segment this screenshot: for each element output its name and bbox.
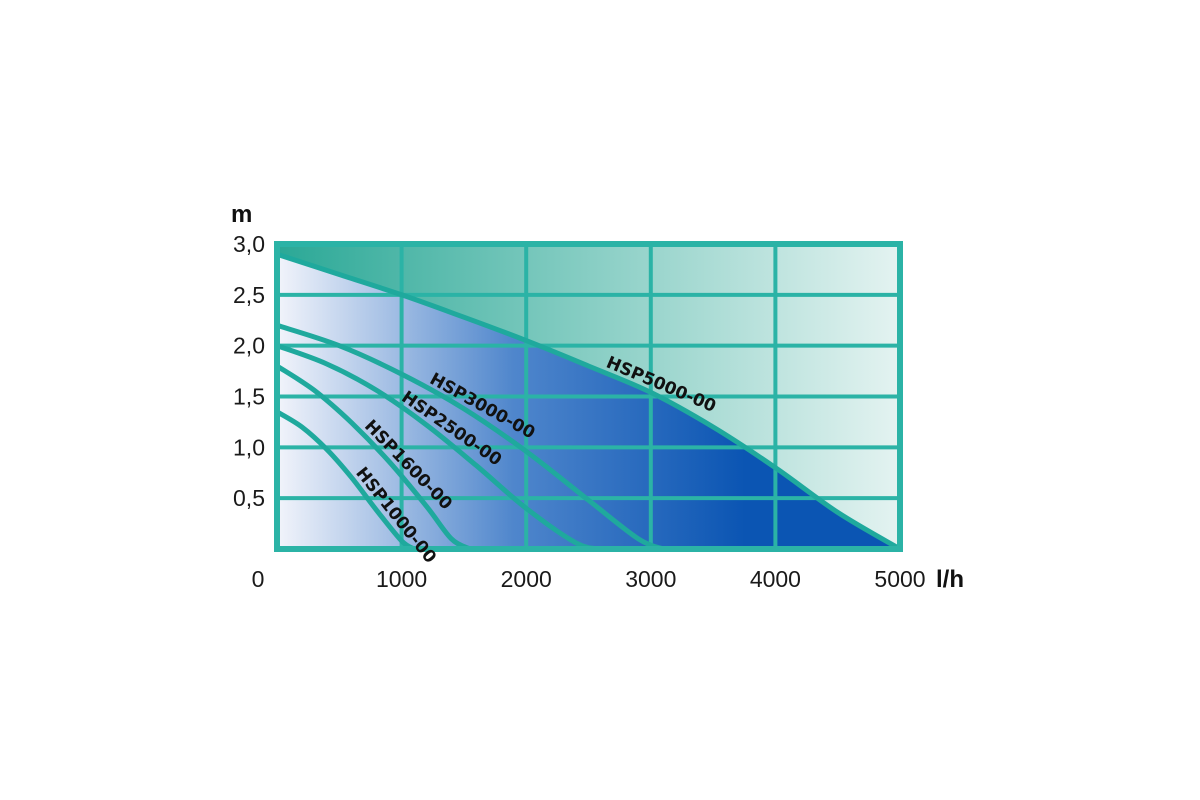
y-tick-label-3: 3,0 bbox=[233, 231, 265, 257]
x-tick-label-4000: 4000 bbox=[750, 566, 801, 592]
x-tick-labels: 1000 2000 3000 4000 5000 bbox=[376, 566, 926, 592]
x-tick-label-2000: 2000 bbox=[501, 566, 552, 592]
plot-frame bbox=[274, 241, 903, 552]
x-tick-label-3000: 3000 bbox=[625, 566, 676, 592]
operating-region-fill bbox=[277, 254, 900, 549]
y-tick-label-2-5: 2,5 bbox=[233, 282, 265, 308]
y-tick-labels: 0,5 1,0 1,5 2,0 2,5 3,0 bbox=[233, 231, 265, 511]
y-axis: m 0,5 1,0 1,5 2,0 2,5 3,0 bbox=[231, 201, 265, 511]
origin-label: 0 bbox=[252, 566, 265, 592]
plot-area bbox=[274, 241, 903, 552]
curve-hsp3000-00 bbox=[274, 322, 666, 552]
y-tick-label-0-5: 0,5 bbox=[233, 485, 265, 511]
curve-hsp2500-00 bbox=[274, 343, 604, 552]
y-tick-label-1-5: 1,5 bbox=[233, 384, 265, 410]
x-axis: 0 1000 2000 3000 4000 5000 l/h bbox=[252, 566, 964, 593]
pump-curves bbox=[274, 251, 903, 552]
x-axis-unit: l/h bbox=[936, 566, 964, 593]
y-axis-unit: m bbox=[231, 201, 252, 228]
grid-lines bbox=[277, 244, 900, 549]
curve-hsp1600-00 bbox=[274, 363, 473, 552]
y-tick-label-1: 1,0 bbox=[233, 434, 265, 460]
x-tick-label-1000: 1000 bbox=[376, 566, 427, 592]
y-tick-label-2: 2,0 bbox=[233, 333, 265, 359]
curve-hsp1000-00 bbox=[274, 409, 417, 552]
curve-hsp5000-00 bbox=[274, 251, 903, 552]
x-tick-label-5000: 5000 bbox=[874, 566, 925, 592]
